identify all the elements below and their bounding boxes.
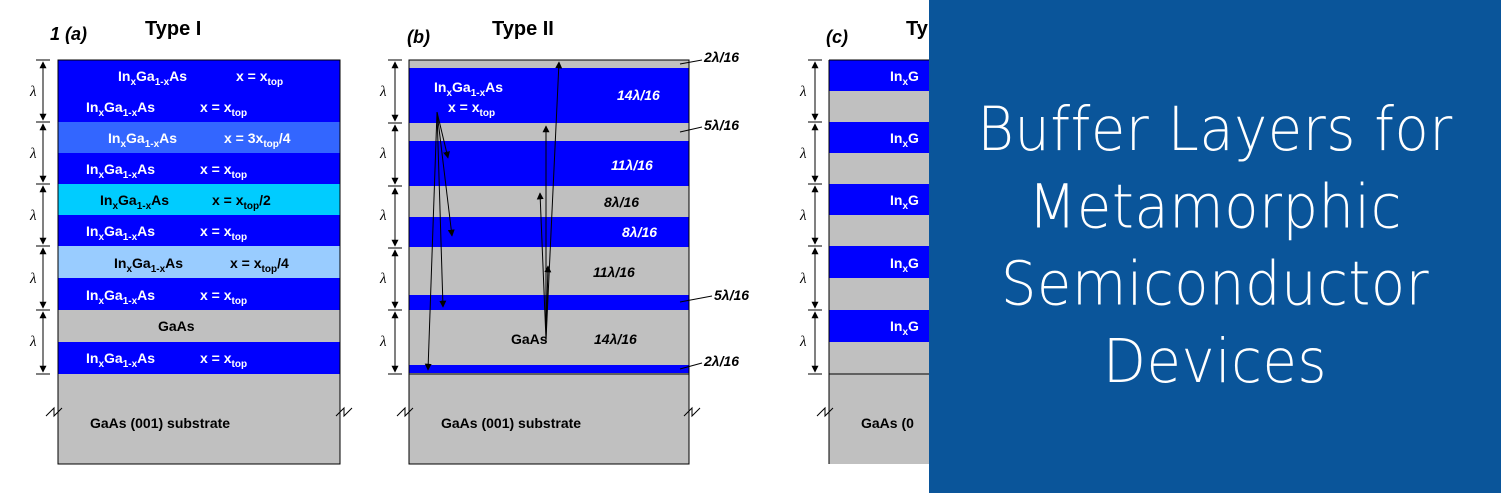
panel-c-substrate-label: GaAs (0	[861, 415, 914, 431]
panel-a-layer-2	[58, 91, 340, 122]
panel-c: (c) Ty InxG InxG InxG InxG InxG GaAs (0 …	[799, 18, 939, 464]
panel-a-substrate	[58, 374, 340, 464]
panel-b-lambda-3: λ	[379, 208, 387, 224]
panel-b-title: Type II	[492, 18, 554, 40]
panel-a-label-9: GaAs	[158, 318, 195, 334]
title-text: Buffer Layers for Metamorphic Semiconduc…	[977, 92, 1452, 402]
panel-c-lambda-1: λ	[799, 84, 807, 100]
panel-b-thickness-2-bottom: 2λ/16	[703, 353, 739, 369]
panel-b: (b) Type II InxGa1-xAs x = xtop GaAs 14λ…	[379, 18, 749, 465]
panel-a-layer-1	[58, 60, 340, 91]
panel-b-lambda-5: λ	[379, 334, 387, 350]
title-line-4: Devices	[1102, 327, 1328, 398]
panel-b-thickness-2-top: 2λ/16	[703, 49, 739, 65]
panel-c-lambda-3: λ	[799, 208, 807, 224]
panel-b-thickness-8-gray: 8λ/16	[604, 194, 639, 210]
panel-c-blue-layer-5	[829, 310, 939, 342]
panel-b-letter: (b)	[407, 27, 430, 47]
panel-c-lambda-2: λ	[799, 146, 807, 162]
panel-b-thickness-14-top: 14λ/16	[617, 87, 660, 103]
panel-a-lambda-2: λ	[29, 146, 37, 162]
panel-a-lambda-4: λ	[29, 271, 37, 287]
title-line-3: Semiconductor	[1000, 249, 1430, 320]
panel-b-blue-layer-1	[409, 68, 689, 123]
panel-a-layer-9	[58, 310, 340, 342]
panel-c-label-4: InxG	[890, 255, 919, 275]
panel-b-thickness-11-gray: 11λ/16	[593, 264, 635, 280]
panel-b-lambda-4: λ	[379, 271, 387, 287]
panel-a-letter: 1 (a)	[50, 24, 87, 44]
panel-a-layer-6	[58, 215, 340, 246]
panel-b-thickness-5-bottom: 5λ/16	[714, 287, 749, 303]
title-line-1: Buffer Layers for	[977, 94, 1453, 166]
panel-c-lambda-5: λ	[799, 334, 807, 350]
panel-a-lambda-1: λ	[29, 84, 37, 100]
panel-b-period-marks	[388, 59, 402, 375]
panel-a-layer-4	[58, 153, 340, 184]
panel-b-thickness-11-blue: 11λ/16	[611, 157, 653, 173]
panel-c-period-marks	[808, 59, 822, 375]
panel-c-letter: (c)	[826, 27, 848, 47]
panel-c-label-3: InxG	[890, 192, 919, 212]
panel-c-blue-layer-1	[829, 60, 939, 91]
panel-b-lambda-2: λ	[379, 146, 387, 162]
panel-a-layer-10	[58, 342, 340, 374]
panel-b-blue-layer-3	[409, 217, 689, 247]
panel-b-reflection-arrows	[424, 61, 563, 371]
title-overlay: Buffer Layers for Metamorphic Semiconduc…	[929, 0, 1501, 493]
panel-c-label-1: InxG	[890, 68, 919, 88]
panel-c-label-5: InxG	[890, 318, 919, 338]
panel-b-lambda-1: λ	[379, 84, 387, 100]
panel-c-blue-layer-4	[829, 246, 939, 278]
panel-b-blue-layer-5	[409, 365, 689, 373]
panel-a-period-marks	[36, 59, 50, 375]
panel-b-thickness-5-top: 5λ/16	[704, 117, 739, 133]
title-line-2: Metamorphic	[1028, 172, 1402, 243]
panel-b-thickness-14-gray: 14λ/16	[594, 331, 637, 347]
panel-a-layer-7	[58, 246, 340, 278]
panel-b-blue-layer-2	[409, 141, 689, 186]
panel-c-blue-layer-2	[829, 122, 939, 153]
panel-c-title: Ty	[906, 18, 929, 40]
panel-a-layer-8	[58, 278, 340, 310]
panel-a-layer-3	[58, 122, 340, 153]
panel-c-label-2: InxG	[890, 130, 919, 150]
panel-a-title: Type I	[145, 18, 201, 40]
panel-b-gaas-label: GaAs	[511, 331, 548, 347]
panel-a-layer-5	[58, 184, 340, 215]
panel-a-lambda-3: λ	[29, 208, 37, 224]
panel-a-lambda-5: λ	[29, 334, 37, 350]
panel-b-substrate-label: GaAs (001) substrate	[441, 415, 581, 431]
panel-b-thickness-8-blue: 8λ/16	[622, 224, 657, 240]
panel-a: 1 (a) Type I InxGa1-xAs x = xtop InxGa1-x…	[29, 18, 353, 465]
panel-c-lambda-4: λ	[799, 271, 807, 287]
panel-a-substrate-label: GaAs (001) substrate	[90, 415, 230, 431]
panel-b-blue-layer-4	[409, 295, 689, 310]
panel-b-top-layer-label: InxGa1-xAs	[434, 79, 503, 99]
panel-c-blue-layer-3	[829, 184, 939, 215]
